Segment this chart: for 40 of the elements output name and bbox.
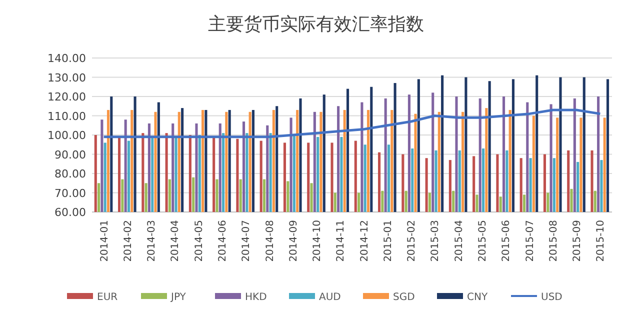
x-tick-label: 2014-12 bbox=[359, 220, 370, 262]
legend-label: EUR bbox=[97, 292, 118, 303]
legend-label: USD bbox=[541, 292, 563, 303]
x-tick-label: 2014-11 bbox=[336, 220, 347, 262]
y-tick-label: 110.00 bbox=[48, 110, 86, 123]
legend-label: AUD bbox=[319, 292, 342, 303]
y-tick-label: 100.00 bbox=[48, 129, 86, 142]
chart-title: 主要货币实际有效汇率指数 bbox=[208, 14, 424, 35]
x-tick-label: 2014-01 bbox=[99, 220, 110, 262]
x-tick-label: 2015-08 bbox=[548, 220, 560, 262]
x-tick-label: 2014-02 bbox=[122, 220, 134, 262]
x-tick-label: 2015-03 bbox=[430, 220, 442, 262]
x-tick-label: 2015-05 bbox=[478, 220, 488, 262]
x-tick-label: 2015-02 bbox=[406, 220, 418, 262]
x-tick-label: 2015-07 bbox=[524, 220, 536, 262]
x-tick-label: 2014-06 bbox=[218, 220, 228, 262]
y-tick-label: 80.00 bbox=[54, 168, 86, 180]
x-tick-label: 2014-09 bbox=[288, 220, 300, 262]
y-tick-label: 130.00 bbox=[48, 71, 86, 84]
x-tick-label: 2014-10 bbox=[312, 220, 324, 262]
x-tick-label: 2014-04 bbox=[170, 220, 182, 262]
y-tick-label: 140.00 bbox=[48, 52, 86, 65]
y-tick-label: 90.00 bbox=[54, 148, 86, 162]
x-tick-label: 2015-10 bbox=[596, 220, 607, 262]
legend-label: SGD bbox=[393, 292, 416, 303]
y-tick-label: 120.00 bbox=[48, 90, 86, 104]
y-tick-label: 60.00 bbox=[54, 206, 86, 219]
x-tick-label: 2014-07 bbox=[241, 220, 252, 262]
x-tick-label: 2015-06 bbox=[501, 220, 512, 262]
x-tick-label: 2014-08 bbox=[264, 220, 276, 262]
x-tick-label: 2014-03 bbox=[146, 220, 158, 262]
x-tick-label: 2014-05 bbox=[194, 220, 205, 262]
line-series bbox=[102, 108, 602, 138]
x-tick-label: 2015-01 bbox=[382, 220, 394, 262]
legend-label: HKD bbox=[245, 292, 268, 303]
y-tick-label: 70.00 bbox=[54, 186, 86, 200]
x-tick-label: 2015-04 bbox=[454, 220, 465, 262]
legend-label: JPY bbox=[170, 292, 187, 303]
legend-label: CNY bbox=[467, 292, 488, 303]
x-tick-label: 2015-09 bbox=[572, 220, 584, 262]
